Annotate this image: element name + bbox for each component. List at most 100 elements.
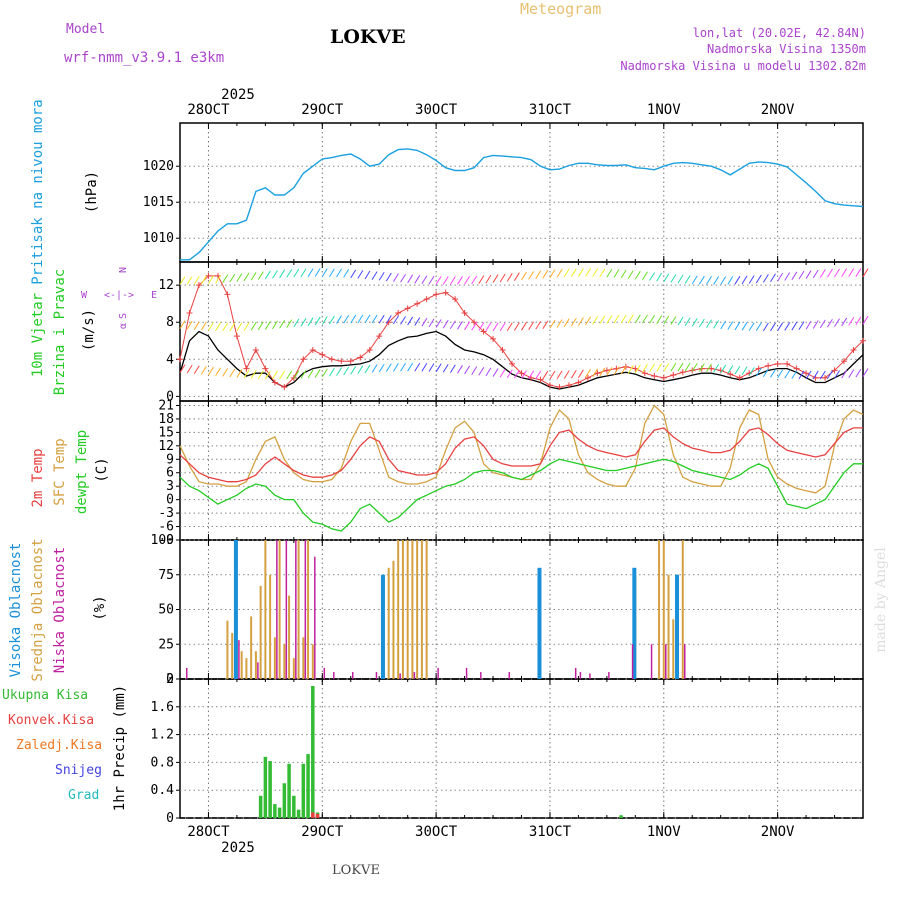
wind-barb — [464, 365, 471, 375]
compass-east: E — [151, 290, 157, 301]
wind-gust-point — [414, 300, 421, 307]
wind-barb — [357, 365, 364, 374]
wind-barb — [592, 316, 599, 325]
wind-barb — [698, 363, 705, 372]
cloud-low-bar — [579, 672, 582, 679]
wind-barb — [670, 274, 677, 283]
wind-y-tick-label: 0 — [166, 389, 174, 404]
wind-barb — [385, 363, 392, 372]
cloud-mid-bar — [278, 540, 281, 679]
wind-barb — [755, 274, 762, 284]
wind-barb — [727, 365, 734, 374]
cloud-mid-bar — [302, 637, 305, 679]
wind-barb — [499, 322, 506, 332]
wind-barb — [449, 320, 456, 330]
wind-barb — [350, 269, 357, 279]
wind-barb — [827, 370, 833, 380]
wind-barb — [364, 364, 371, 374]
wind-barb — [642, 271, 648, 281]
wind-barb — [777, 369, 784, 379]
bottom-day-label: 1NOV — [647, 824, 681, 840]
wind-barb — [513, 322, 520, 331]
wind-barb — [186, 320, 193, 330]
wind-barb — [577, 268, 584, 277]
wind-barb — [257, 321, 264, 331]
bottom-day-label: 2NOV — [761, 824, 795, 840]
cloud-low-bar — [684, 644, 686, 679]
wind-barb — [549, 319, 556, 329]
wind-barb — [563, 370, 570, 379]
wind-gust-point — [679, 369, 686, 376]
wind-panel — [179, 261, 864, 402]
wind-barb — [670, 362, 677, 372]
cloud-mid-bar — [401, 540, 404, 679]
wind-barb — [272, 370, 278, 380]
temperature-y-tick-label: 9 — [166, 452, 174, 467]
wind-barb — [642, 364, 648, 373]
wind-gust-point — [565, 382, 572, 389]
wind-barb — [179, 320, 186, 329]
wind-barb — [222, 368, 229, 377]
wind-gust-point — [831, 367, 838, 374]
wind-barb — [521, 321, 527, 331]
temp-dew-label: dewpt Temp — [74, 430, 90, 514]
wind-barb — [428, 318, 435, 328]
wind-barb — [257, 370, 264, 379]
temp-unit: (C) — [94, 457, 110, 482]
wind-speed-line — [179, 330, 864, 390]
wind-barb — [649, 314, 655, 324]
wind-barb — [471, 321, 478, 331]
wind-barb — [264, 321, 271, 330]
wind-barb — [336, 315, 342, 324]
wind-barb — [691, 275, 698, 285]
cloud-low-bar — [333, 672, 335, 679]
wind-gust-point — [271, 379, 278, 386]
wind-barb — [243, 369, 250, 379]
wind-barb — [563, 268, 570, 278]
wind-barb — [243, 322, 250, 331]
wind-barb — [834, 268, 840, 278]
wind-barb — [720, 364, 727, 374]
wind-barb — [606, 268, 613, 278]
precip-total-bar — [287, 763, 291, 818]
wind-barb — [798, 270, 805, 280]
wind-barb — [279, 370, 286, 380]
wind-barb — [827, 268, 833, 278]
wind-barb — [862, 368, 869, 377]
precip-total-bar — [311, 685, 315, 818]
wind-barb — [812, 320, 819, 329]
wind-barb — [314, 369, 321, 378]
wind-barb — [585, 268, 591, 277]
wind-barb — [421, 317, 428, 327]
wind-barb — [449, 364, 456, 374]
wind-barb — [378, 314, 385, 324]
wind-barb — [819, 370, 826, 380]
wind-barb — [414, 275, 421, 284]
wind-barb — [521, 271, 527, 281]
cloud-high-bar — [380, 574, 385, 679]
wind-barb — [606, 367, 613, 376]
cloud-mid-bar — [667, 574, 670, 679]
wind-barb — [300, 370, 307, 379]
compass-west: W — [81, 290, 88, 301]
wind-barb — [592, 268, 599, 277]
wind-gust-point — [404, 305, 411, 312]
wind-barb — [542, 269, 549, 279]
cloud-mid-bar — [292, 658, 295, 679]
wind-barb — [677, 316, 684, 326]
wind-gust-point — [233, 333, 240, 340]
wind-barb — [200, 275, 207, 285]
wind-barb — [734, 365, 741, 375]
wind-barb — [279, 320, 286, 329]
wind-barb — [407, 316, 414, 326]
wind-barb — [371, 364, 378, 373]
wind-barb — [535, 370, 542, 380]
bottom-day-labels: 28OCT 29OCT 30OCT 31OCT 1NOV 2NOV — [187, 824, 795, 840]
wind-barb — [513, 369, 520, 379]
precip-y-tick-label: 0 — [166, 811, 174, 826]
wind-gust-point — [252, 347, 259, 354]
cloud-low-bar — [238, 640, 240, 679]
wind-barb — [243, 272, 250, 282]
wind-gust-point — [765, 362, 772, 369]
cloud-mid-bar — [254, 651, 257, 679]
